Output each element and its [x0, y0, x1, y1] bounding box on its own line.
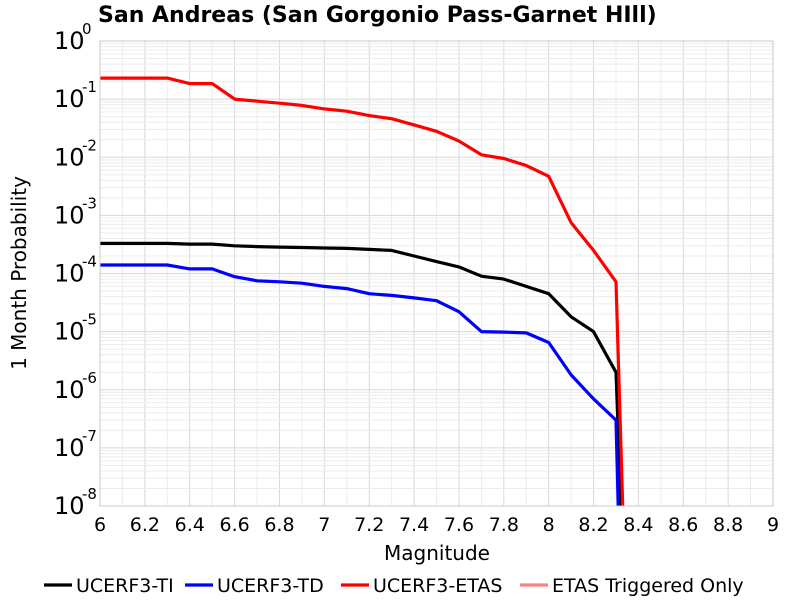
- x-tick-label: 6.4: [175, 514, 205, 536]
- y-tick-label: 10-3: [54, 194, 97, 229]
- x-tick-label: 8.6: [668, 514, 698, 536]
- y-tick-base: 10: [54, 318, 85, 346]
- y-tick-base: 10: [54, 376, 85, 404]
- plot-frame: [99, 40, 774, 507]
- series-layer: [100, 76, 625, 507]
- x-tick-label: 7.8: [489, 514, 519, 536]
- x-tick-label: 8: [543, 514, 555, 536]
- y-tick-base: 10: [54, 85, 85, 113]
- y-axis-label: 1 Month Probability: [7, 176, 31, 370]
- legend-label: UCERF3-TD: [217, 575, 324, 597]
- y-tick-label: 100: [54, 20, 92, 55]
- series-line-1: [100, 263, 620, 507]
- legend-label: UCERF3-ETAS: [373, 575, 502, 597]
- y-tick-exponent: -5: [82, 311, 97, 329]
- legend-item: UCERF3-ETAS: [341, 575, 502, 597]
- y-tick-label: 10-5: [54, 311, 97, 346]
- y-tick-base: 10: [54, 434, 85, 462]
- grid: [99, 41, 774, 507]
- x-tick-label: 7: [318, 514, 330, 536]
- legend-item: UCERF3-TI: [44, 575, 174, 597]
- legend-item: UCERF3-TD: [185, 575, 324, 597]
- y-tick-base: 10: [54, 201, 85, 229]
- y-tick-label: 10-6: [54, 369, 97, 404]
- series-line-2: [100, 76, 625, 507]
- x-tick-label: 7.4: [399, 514, 429, 536]
- x-tick-label: 8.4: [623, 514, 653, 536]
- y-tick-base: 10: [54, 492, 85, 520]
- y-tick-label: 10-7: [54, 427, 97, 462]
- y-tick-exponent: 0: [82, 20, 92, 38]
- y-tick-base: 10: [54, 143, 85, 171]
- x-tick-label: 6.8: [264, 514, 294, 536]
- x-tick-label: 6.2: [130, 514, 160, 536]
- chart-title: San Andreas (San Gorgonio Pass-Garnet HI…: [98, 3, 657, 28]
- y-tick-exponent: -1: [82, 78, 97, 96]
- series-line-0: [100, 241, 623, 507]
- x-tick-label: 6: [94, 514, 106, 536]
- x-tick-label: 6.6: [219, 514, 249, 536]
- x-tick-label: 8.2: [578, 514, 608, 536]
- x-axis-label: Magnitude: [384, 541, 490, 565]
- y-tick-exponent: -2: [82, 136, 97, 154]
- y-tick-label: 10-4: [54, 253, 97, 288]
- y-tick-exponent: -8: [82, 485, 97, 503]
- x-tick-label: 7.6: [444, 514, 474, 536]
- y-tick-exponent: -3: [82, 194, 97, 212]
- x-tick-label: 7.2: [354, 514, 384, 536]
- x-tick-label: 8.8: [713, 514, 743, 536]
- x-tick-label: 9: [767, 514, 779, 536]
- y-tick-base: 10: [54, 27, 85, 55]
- y-tick-base: 10: [54, 260, 85, 288]
- y-tick-exponent: -6: [82, 369, 97, 387]
- y-tick-exponent: -4: [82, 253, 97, 271]
- legend-item: ETAS Triggered Only: [520, 575, 744, 597]
- y-tick-label: 10-8: [54, 485, 97, 520]
- legend-label: ETAS Triggered Only: [552, 575, 744, 597]
- legend: UCERF3-TI UCERF3-TD UCERF3-ETAS ETAS Trigge…: [44, 575, 744, 597]
- legend-label: UCERF3-TI: [76, 575, 174, 597]
- y-tick-label: 10-2: [54, 136, 97, 171]
- x-axis-ticks: 6 6.2 6.4 6.6 6.8 7 7.2 7.4 7.6 7.8 8 8.2 8.4 8.6 8.8 9: [94, 514, 779, 536]
- y-tick-exponent: -7: [82, 427, 97, 445]
- y-tick-label: 10-1: [54, 78, 97, 113]
